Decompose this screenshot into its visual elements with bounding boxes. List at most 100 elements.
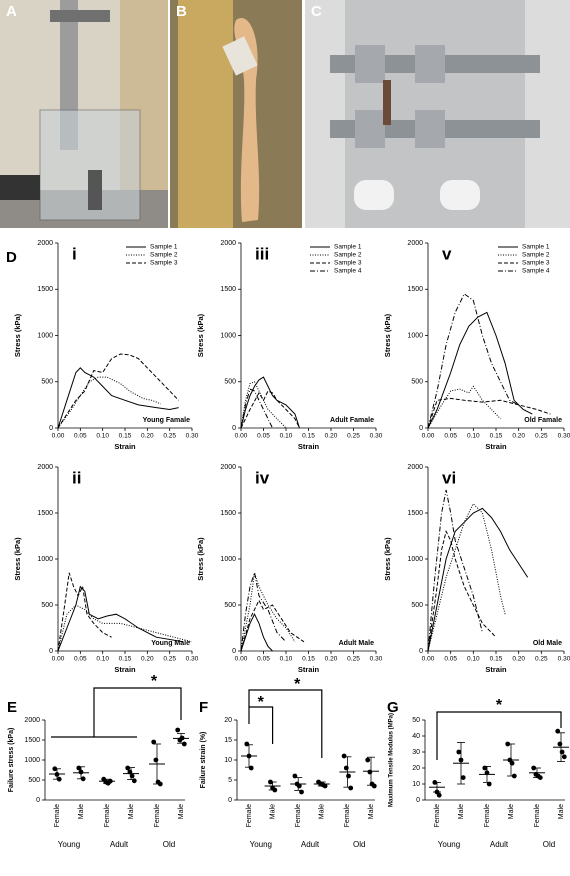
x-tick-label: 0.15 xyxy=(119,433,132,440)
x-tick-label: 0.05 xyxy=(74,433,87,440)
x-tick-label: 0.05 xyxy=(257,433,270,440)
legend-label: Sample 3 xyxy=(522,260,550,267)
x-tick-label: 0.30 xyxy=(558,433,570,440)
y-axis-label: Failure strain (%) xyxy=(200,732,207,789)
x-tick-label: 0.20 xyxy=(512,433,525,440)
y-tick-label: 500 xyxy=(41,602,53,609)
curve xyxy=(427,385,501,429)
x-tick-label: 0.15 xyxy=(490,656,503,663)
y-tick-label: 500 xyxy=(224,602,236,609)
y-tick-label: 2000 xyxy=(37,464,53,471)
significance-bracket xyxy=(436,711,562,760)
panel-letter: E xyxy=(7,699,17,716)
y-axis-label: Stress (kPa) xyxy=(383,313,392,357)
y-tick-label: 0 xyxy=(232,425,236,432)
y-tick-label: 1000 xyxy=(407,332,423,339)
panel-numeral: ii xyxy=(72,468,81,487)
y-tick-label: 30 xyxy=(412,749,420,756)
curve xyxy=(57,353,179,429)
y-tick-label: 1500 xyxy=(37,510,53,517)
y-tick-label: 2000 xyxy=(220,240,236,247)
significance-bracket xyxy=(248,706,274,744)
x-tick-label: Male xyxy=(458,804,465,819)
x-tick-label: Male xyxy=(368,804,375,819)
significance-star: * xyxy=(151,673,158,690)
y-tick-label: 1000 xyxy=(220,556,236,563)
y-tick-label: 10 xyxy=(412,781,420,788)
annotation: Old Famale xyxy=(524,417,562,424)
group-label: Adult xyxy=(110,840,129,849)
y-tick-label: 500 xyxy=(411,602,423,609)
legend-label: Sample 3 xyxy=(150,260,178,267)
y-tick-label: 20 xyxy=(412,765,420,772)
x-tick-label: 0.10 xyxy=(280,433,293,440)
y-tick-label: 10 xyxy=(224,757,232,764)
curve xyxy=(240,388,273,429)
y-axis-label: Stress (kPa) xyxy=(13,313,22,357)
y-tick-label: 0 xyxy=(49,425,53,432)
x-tick-label: 0.10 xyxy=(96,656,109,663)
x-tick-label: Female xyxy=(484,804,491,827)
x-tick-label: 0.05 xyxy=(257,656,270,663)
x-tick-label: 0.15 xyxy=(302,656,315,663)
significance-star: * xyxy=(294,676,301,693)
data-point xyxy=(153,757,159,763)
data-point xyxy=(557,741,563,747)
data-point xyxy=(559,749,565,755)
annotation: Young Male xyxy=(151,640,190,647)
x-tick-label: 0.25 xyxy=(535,433,548,440)
panel-letter: C xyxy=(311,3,322,20)
x-tick-label: 0.00 xyxy=(235,656,248,663)
y-tick-label: 500 xyxy=(224,379,236,386)
y-tick-label: 1000 xyxy=(220,332,236,339)
group-label: Young xyxy=(438,840,460,849)
photo-a: A xyxy=(0,0,168,228)
legend-label: Sample 2 xyxy=(522,252,550,259)
data-point xyxy=(131,778,137,784)
legend-label: Sample 4 xyxy=(522,268,550,275)
legend-label: Sample 2 xyxy=(150,252,178,259)
data-point xyxy=(181,741,187,747)
y-tick-label: 2000 xyxy=(407,240,423,247)
group-label: Old xyxy=(353,840,365,849)
y-tick-label: 0 xyxy=(49,648,53,655)
x-tick-label: Male xyxy=(128,804,135,819)
curve xyxy=(240,599,305,652)
y-axis-label: Stress (kPa) xyxy=(196,537,205,581)
y-axis-label: Stress (kPa) xyxy=(196,313,205,357)
y-tick-label: 1000 xyxy=(37,332,53,339)
x-tick-label: Male xyxy=(508,804,515,819)
x-axis-label: Strain xyxy=(485,665,507,674)
significance-bracket xyxy=(51,687,182,738)
x-tick-label: Female xyxy=(434,804,441,827)
legend-label: Sample 1 xyxy=(150,244,178,251)
y-axis-label: Maximum Tensile Modulus (MPa) xyxy=(389,713,395,807)
y-tick-label: 1000 xyxy=(407,556,423,563)
x-tick-label: 0.10 xyxy=(467,433,480,440)
curve xyxy=(427,529,497,652)
x-tick-label: 0.30 xyxy=(370,656,383,663)
x-tick-label: Female xyxy=(54,804,61,827)
data-point xyxy=(460,775,466,780)
panel-numeral: iii xyxy=(255,244,269,263)
panel-numeral: vi xyxy=(442,468,456,487)
curve xyxy=(427,489,483,652)
y-tick-label: 1000 xyxy=(24,757,40,764)
data-point xyxy=(248,765,254,771)
x-tick-label: 0.05 xyxy=(444,433,457,440)
photo-b: B xyxy=(170,0,302,228)
group-label: Young xyxy=(58,840,80,849)
curve xyxy=(427,397,551,429)
panel-letter: F xyxy=(199,699,208,716)
x-tick-label: Male xyxy=(319,804,326,819)
curve xyxy=(240,572,296,652)
data-point xyxy=(348,785,354,791)
curve xyxy=(240,570,287,652)
y-tick-label: 1500 xyxy=(37,286,53,293)
legend-label: Sample 2 xyxy=(334,252,362,259)
x-tick-label: 0.25 xyxy=(347,656,360,663)
y-axis-label: Failure stress (kPa) xyxy=(8,728,15,793)
x-tick-label: 0.00 xyxy=(52,433,65,440)
legend-label: Sample 1 xyxy=(334,244,362,251)
